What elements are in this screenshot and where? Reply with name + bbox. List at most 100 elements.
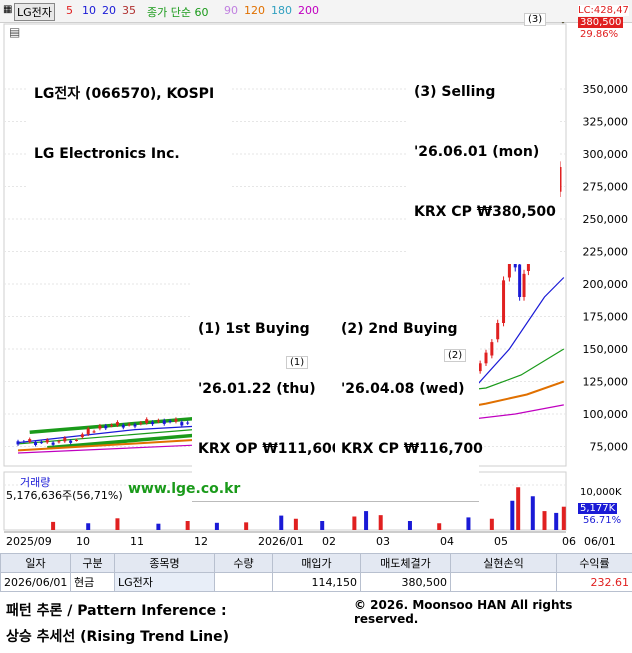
candle-body — [156, 420, 160, 422]
buy1-title: (1) 1st Buying — [198, 321, 310, 337]
volume-last-pct: 56.71% — [583, 515, 622, 526]
candle-body — [168, 421, 172, 423]
candle-body — [28, 439, 32, 442]
sell-price: KRX CP ₩380,500 — [414, 204, 556, 220]
candle-body — [558, 167, 562, 192]
ma-35-label[interactable]: 35 — [122, 4, 136, 17]
volume-bar — [530, 496, 535, 530]
sell-annotation: (3) Selling '26.06.01 (mon) KRX CP ₩380,… — [408, 40, 560, 264]
y-tick-label: 300,000 — [583, 148, 629, 161]
volume-last-badge: 5,177K — [578, 503, 618, 514]
volume-bar — [352, 516, 357, 530]
cell-realized — [450, 572, 557, 592]
volume-bar — [320, 521, 325, 530]
ma-10-label[interactable]: 10 — [82, 4, 96, 17]
ma-120-label[interactable]: 120 — [244, 4, 265, 17]
ma-60-label[interactable]: 종가 단순 60 — [147, 6, 209, 19]
volume-bar — [244, 522, 249, 530]
cell-buy-price: 114,150 — [272, 572, 361, 592]
header-type: 구분 — [70, 553, 115, 573]
ma-5-label[interactable]: 5 — [66, 4, 73, 17]
volume-bar — [279, 515, 284, 530]
candle-body — [518, 264, 522, 297]
candle-body — [180, 422, 184, 426]
header-return: 수익률 — [556, 553, 632, 573]
candle-body — [98, 425, 102, 429]
candle-body — [133, 424, 137, 427]
volume-bar — [156, 523, 161, 530]
candle-body — [110, 425, 114, 427]
volume-bar — [185, 521, 190, 530]
website-label[interactable]: www.lge.co.kr — [128, 481, 241, 497]
x-tick-label: 04 — [440, 535, 454, 548]
buy2-annotation: (2) 2nd Buying '26.04.08 (wed) KRX CP ₩1… — [335, 277, 483, 502]
trade-table: 일자 구분 종목명 수량 매입가 매도체결가 실현손익 수익률 2026/06/… — [0, 553, 632, 593]
volume-bar — [364, 511, 369, 530]
y-tick-label: 125,000 — [583, 376, 629, 389]
header-sell-price: 매도체결가 — [360, 553, 451, 573]
x-tick-label: 06 — [562, 535, 576, 548]
buy2-date: '26.04.08 (wed) — [341, 381, 465, 397]
copyright: © 2026. Moonsoo HAN All rights reserved. — [354, 598, 573, 626]
candle-body — [115, 422, 119, 426]
candle-body — [39, 442, 43, 444]
stock-selector[interactable]: LG전자 — [14, 3, 55, 21]
candle-body — [174, 419, 178, 422]
sell-date: '26.06.01 (mon) — [414, 144, 540, 160]
y-tick-label: 250,000 — [583, 213, 629, 226]
buy2-price: KRX CP ₩116,700 — [341, 441, 483, 457]
candle-body — [121, 424, 125, 428]
candle-body — [80, 434, 84, 438]
candle-body — [75, 440, 78, 441]
y-tick-label: 350,000 — [583, 83, 629, 96]
cell-stock: LG전자 — [114, 572, 215, 592]
candle-body — [162, 420, 166, 424]
ma-200-label[interactable]: 200 — [298, 4, 319, 17]
candle-body — [522, 273, 526, 297]
volume-bar — [115, 518, 120, 530]
y-tick-label: 275,000 — [583, 181, 629, 194]
candle-body — [496, 323, 500, 340]
candle-body — [502, 280, 506, 323]
volume-bar — [86, 523, 91, 530]
candle-body — [22, 441, 26, 443]
x-tick-label: 2025/09 — [6, 535, 52, 548]
cell-date: 2026/06/01 — [0, 572, 71, 592]
buy2-marker-label: (2) — [444, 349, 467, 362]
buy1-price: KRX OP ₩111,600 — [198, 441, 342, 457]
candle-body — [16, 441, 20, 445]
ma-20-label[interactable]: 20 — [102, 4, 116, 17]
cell-qty — [214, 572, 273, 592]
volume-bar — [293, 518, 298, 530]
time-axis: 2025/09 10 11 12 2026/01 02 03 04 05 06 06/01 — [4, 531, 616, 548]
lc-price-label: LC:428,47 — [578, 5, 629, 16]
x-tick-label: 05 — [494, 535, 508, 548]
candle-body — [45, 439, 49, 443]
stock-title-box: LG전자 (066570), KOSPI LG Electronics Inc. — [28, 42, 232, 206]
candle-body — [186, 422, 190, 424]
table-row[interactable]: 2026/06/01 현금 LG전자 114,150 380,500 232.6… — [0, 572, 632, 592]
candle-body — [92, 431, 96, 433]
volume-bar — [407, 521, 412, 530]
cell-type: 현금 — [70, 572, 115, 592]
x-tick-label: 2026/01 — [258, 535, 304, 548]
toolbar-grid-icon[interactable]: ▦ — [3, 4, 13, 15]
candle-body — [34, 441, 38, 446]
volume-value: 5,176,636주(56,71%) — [6, 489, 123, 502]
sell-title: (3) Selling — [414, 84, 496, 100]
last-price-pct: 29.86% — [580, 29, 619, 40]
y-tick-label: 175,000 — [583, 311, 629, 324]
settings-icon[interactable]: ▤ — [9, 25, 21, 39]
header-date: 일자 — [0, 553, 71, 573]
candle-body — [51, 442, 55, 445]
header-buy-price: 매입가 — [272, 553, 361, 573]
volume-bar — [489, 518, 494, 530]
ma-90-label[interactable]: 90 — [224, 4, 238, 17]
header-qty: 수량 — [214, 553, 273, 573]
volume-bar — [554, 512, 559, 530]
candle-body — [145, 419, 149, 423]
ma-180-label[interactable]: 180 — [271, 4, 292, 17]
buy1-marker-label: (1) — [286, 356, 309, 369]
y-tick-label: 225,000 — [583, 246, 629, 259]
candle-body — [490, 342, 494, 356]
